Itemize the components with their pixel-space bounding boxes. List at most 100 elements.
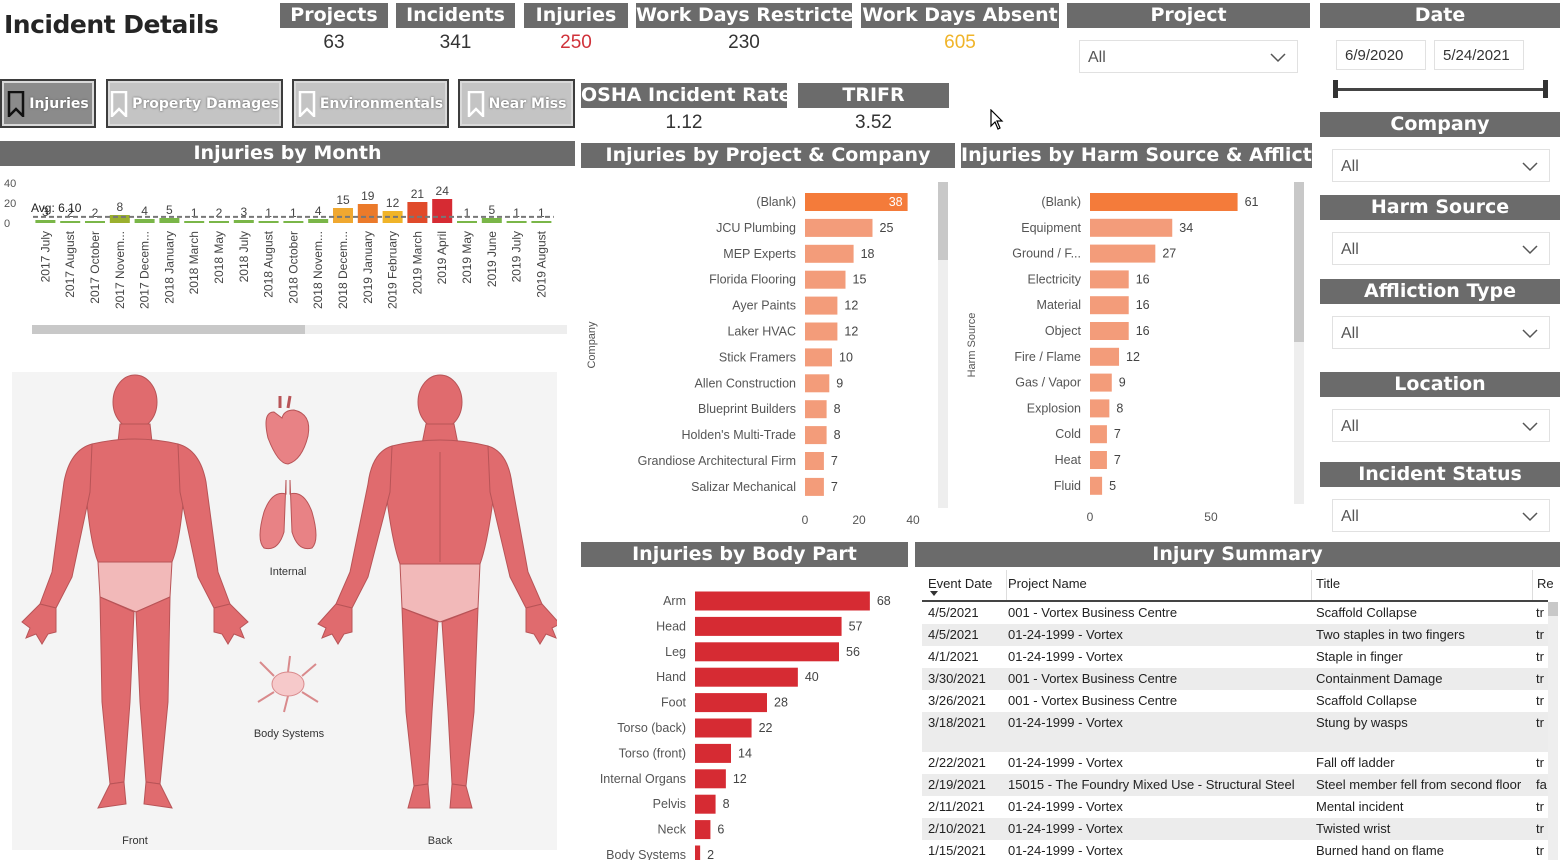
month-category-label: 2017 August bbox=[63, 230, 77, 297]
bar-value-label: 12 bbox=[844, 299, 858, 313]
bar-value-label: 40 bbox=[805, 670, 819, 684]
kpi-work-days-absent-label: Work Days Absent bbox=[861, 3, 1059, 28]
table-row[interactable]: 4/1/2021 01-24-1999 - Vortex Staple in fin… bbox=[922, 646, 1548, 668]
harm-chart-scrollbar-thumb[interactable] bbox=[1294, 182, 1304, 342]
month-chart-scrollbar-thumb[interactable] bbox=[32, 325, 305, 334]
table-cell: tr bbox=[1536, 605, 1544, 620]
bar-category-label: Head bbox=[656, 619, 686, 633]
back-right-hand bbox=[525, 603, 561, 645]
filter-project-dropdown[interactable]: All bbox=[1079, 40, 1298, 73]
front-left-arm bbox=[177, 443, 231, 609]
table-row[interactable]: 4/5/2021 01-24-1999 - Vortex Two staples i… bbox=[922, 624, 1548, 646]
tab-near-miss-label: Near Miss bbox=[488, 95, 567, 112]
table-cell: tr bbox=[1536, 799, 1544, 814]
filter-harm-source-dropdown[interactable]: All bbox=[1332, 232, 1550, 265]
table-scrollbar[interactable] bbox=[1548, 602, 1558, 860]
date-end-input[interactable]: 5/24/2021 bbox=[1434, 40, 1524, 70]
body-front-figure bbox=[21, 374, 249, 809]
month-bar bbox=[432, 199, 453, 223]
tab-environmentals[interactable]: Environmentals bbox=[292, 79, 449, 128]
filter-harm-source-value: All bbox=[1341, 241, 1359, 258]
month-bar-value-label: 15 bbox=[336, 193, 350, 207]
table-scrollbar-thumb[interactable] bbox=[1548, 602, 1558, 616]
body-internal-label: Internal bbox=[270, 566, 307, 578]
table-cell: tr bbox=[1536, 693, 1544, 708]
bar bbox=[1090, 244, 1156, 263]
tab-property-damages[interactable]: Property Damages bbox=[106, 79, 283, 128]
bar bbox=[1090, 451, 1107, 469]
bar bbox=[805, 477, 824, 496]
column-header-event-date[interactable]: Event Date bbox=[928, 576, 993, 591]
date-slider-track[interactable] bbox=[1336, 88, 1548, 91]
bar-value-label: 22 bbox=[759, 721, 773, 735]
filter-date-label: Date bbox=[1320, 3, 1560, 28]
injuries-by-harm-source-chart: Harm Source (Blank) 61 Equipment 34 Ground / … bbox=[966, 193, 1259, 524]
table-row[interactable]: 2/22/2021 01-24-1999 - Vortex Fall off lad… bbox=[922, 752, 1548, 774]
harm-chart-scrollbar[interactable] bbox=[1294, 182, 1304, 504]
injuries-by-harm-source-title: Injuries by Harm Source & Affliction bbox=[961, 143, 1312, 168]
page-title: Incident Details bbox=[4, 10, 219, 39]
filter-company-dropdown[interactable]: All bbox=[1332, 149, 1550, 182]
bar-value-label: 38 bbox=[889, 195, 903, 209]
month-chart-scrollbar[interactable] bbox=[32, 325, 567, 334]
table-cell: 001 - Vortex Business Centre bbox=[1008, 693, 1178, 708]
filter-location-dropdown[interactable]: All bbox=[1332, 409, 1550, 442]
tab-property-damages-label: Property Damages bbox=[132, 95, 279, 112]
column-header-title[interactable]: Title bbox=[1316, 576, 1341, 591]
chart-ylabel: Company bbox=[586, 321, 598, 369]
bookmark-icon bbox=[8, 90, 25, 117]
chart-ylabel: Harm Source bbox=[966, 313, 978, 378]
bar bbox=[695, 820, 711, 840]
table-row[interactable]: 3/26/2021 001 - Vortex Business Centre Sca… bbox=[922, 690, 1548, 712]
tab-injuries[interactable]: Injuries bbox=[0, 79, 96, 128]
front-right-leg bbox=[99, 596, 135, 785]
month-category-label: 2018 October bbox=[286, 231, 300, 304]
table-row[interactable]: 3/30/2021 001 - Vortex Business Centre Con… bbox=[922, 668, 1548, 690]
table-row[interactable]: 3/18/2021 01-24-1999 - Vortex Stung by was… bbox=[922, 712, 1548, 752]
month-ytick-label: 20 bbox=[4, 198, 16, 210]
table-row[interactable]: 2/10/2021 01-24-1999 - Vortex Twisted wris… bbox=[922, 818, 1548, 840]
month-bar bbox=[35, 220, 56, 223]
filter-incident-status-dropdown[interactable]: All bbox=[1332, 499, 1550, 532]
table-row[interactable]: 4/5/2021 001 - Vortex Business Centre Scaf… bbox=[922, 602, 1548, 624]
kpi-incidents-label: Incidents bbox=[396, 3, 515, 28]
month-bar bbox=[382, 211, 403, 223]
month-bar bbox=[283, 221, 304, 223]
bar-category-label: Foot bbox=[661, 696, 687, 710]
lungs-icon[interactable] bbox=[259, 479, 317, 550]
table-row[interactable]: 1/15/2021 01-24-1999 - Vortex Burned hand … bbox=[922, 840, 1548, 860]
month-category-label: 2019 July bbox=[510, 231, 524, 282]
chevron-down-icon bbox=[1522, 512, 1538, 522]
table-cell: tr bbox=[1536, 649, 1544, 664]
bar bbox=[805, 296, 838, 315]
table-cell: 001 - Vortex Business Centre bbox=[1008, 671, 1178, 686]
nervous-system-icon[interactable] bbox=[257, 655, 319, 713]
bar-value-label: 9 bbox=[836, 376, 843, 390]
bar-value-label: 8 bbox=[723, 797, 730, 811]
date-slider-handle-start[interactable] bbox=[1333, 80, 1338, 98]
column-header-result[interactable]: Re bbox=[1537, 576, 1554, 591]
month-bar bbox=[457, 221, 477, 223]
bar-value-label: 25 bbox=[880, 221, 894, 235]
table-row[interactable]: 2/19/2021 15015 - The Foundry Mixed Use -… bbox=[922, 774, 1548, 796]
date-slider-handle-end[interactable] bbox=[1543, 80, 1548, 98]
osha-rate-label: OSHA Incident Rate bbox=[581, 83, 787, 108]
month-bar-value-label: 24 bbox=[436, 184, 450, 198]
table-row[interactable]: 2/11/2021 01-24-1999 - Vortex Mental incid… bbox=[922, 796, 1548, 818]
month-bar bbox=[357, 204, 378, 223]
company-chart-scrollbar-thumb[interactable] bbox=[938, 182, 948, 260]
filter-affliction-type-dropdown[interactable]: All bbox=[1332, 316, 1550, 349]
bar-category-label: Object bbox=[1045, 324, 1082, 338]
date-start-input[interactable]: 6/9/2020 bbox=[1336, 40, 1426, 70]
bar-category-label: Salizar Mechanical bbox=[691, 480, 796, 494]
month-category-label: 2017 Novem... bbox=[113, 231, 127, 309]
table-cell: tr bbox=[1536, 627, 1544, 642]
tab-near-miss[interactable]: Near Miss bbox=[458, 79, 575, 128]
front-right-hand bbox=[21, 603, 57, 645]
bar-category-label: Body Systems bbox=[606, 848, 686, 860]
bar-value-label: 7 bbox=[831, 454, 838, 468]
filter-project-label: Project bbox=[1067, 3, 1310, 28]
heart-icon[interactable] bbox=[265, 395, 310, 465]
company-chart-scrollbar[interactable] bbox=[938, 182, 948, 508]
column-header-project-name[interactable]: Project Name bbox=[1008, 576, 1087, 591]
